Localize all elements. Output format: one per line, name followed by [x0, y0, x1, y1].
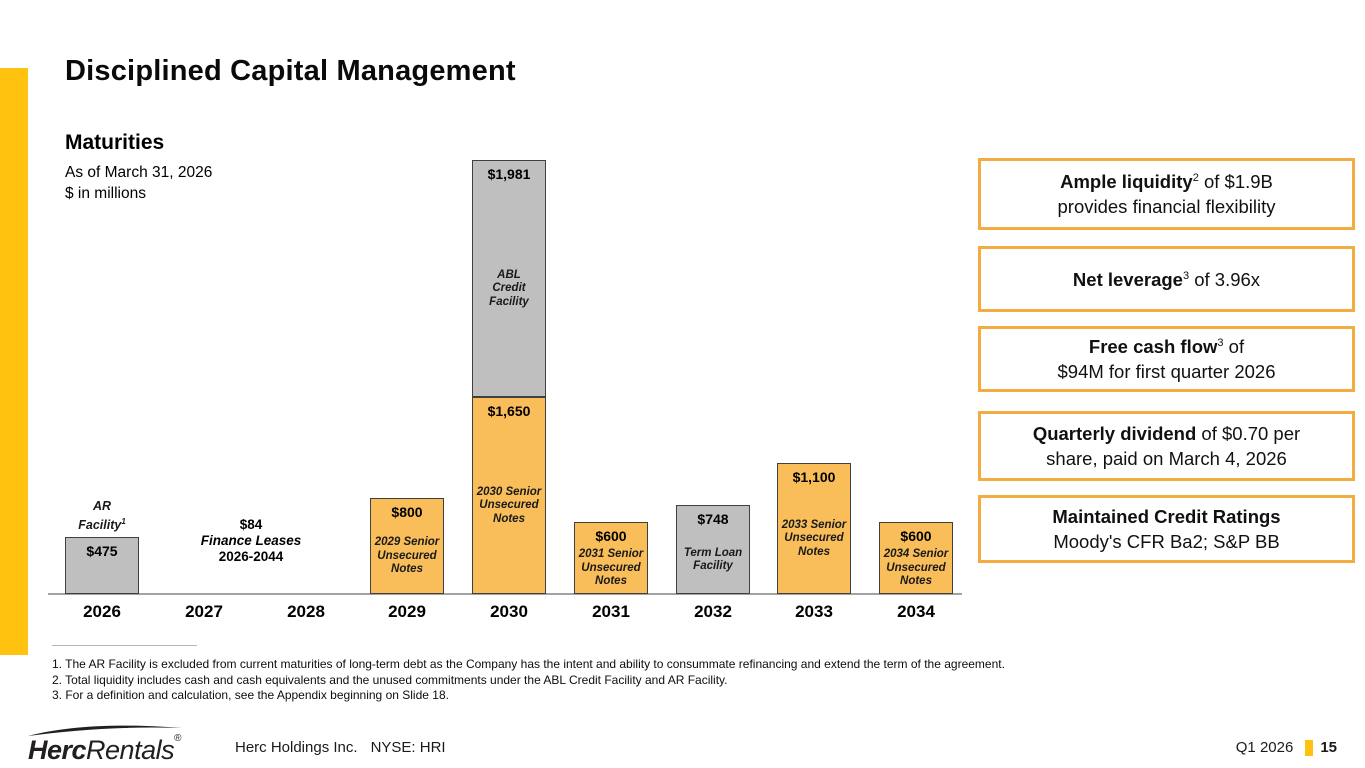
bar-value-label: $748: [697, 511, 729, 527]
callout-quarterly-dividend: Quarterly dividend of $0.70 per share, p…: [978, 411, 1355, 481]
page-marker-icon: [1305, 739, 1314, 756]
x-tick-2032: 2032: [694, 602, 732, 621]
bar-above-label-2026: AR Facility1: [78, 499, 126, 533]
x-axis-line: [48, 593, 962, 595]
logo-wordmark: HercRentals®: [28, 733, 181, 765]
bar-segment-label: 2034 Senior Unsecured Notes: [883, 548, 949, 588]
bar-segment-label: 2031 Senior Unsecured Notes: [578, 548, 644, 588]
callout-line-1: Free cash flow3 of: [1088, 336, 1245, 357]
footnote-2: 2. Total liquidity includes cash and cas…: [52, 672, 728, 687]
annotation-line: Finance Leases: [200, 533, 302, 548]
x-tick-2027: 2027: [185, 602, 223, 621]
bar-segment-2032-gray: $748 Term Loan Facility: [676, 505, 750, 594]
bar-value-label: $600: [595, 528, 627, 544]
bar-value-label: $1,650: [487, 403, 531, 419]
left-accent-bar: [0, 68, 28, 655]
annotation-line: $84: [239, 517, 263, 532]
x-tick-2034: 2034: [897, 602, 935, 621]
bar-value-label: $475: [86, 543, 118, 559]
chart-title: Maturities: [65, 131, 165, 154]
callout-line-2: Moody's CFR Ba2; S&P BB: [1053, 531, 1280, 552]
bar-segment-2033-amber: $1,100 2033 Senior Unsecured Notes: [777, 463, 851, 594]
chart-as-of-date: As of March 31, 2026: [65, 164, 213, 181]
bar-segment-2031-amber: $600 2031 Senior Unsecured Notes: [574, 522, 648, 594]
bar-segment-2030-gray: $1,981 ABL Credit Facility: [472, 160, 546, 397]
callout-line-1: Net leverage3 of 3.96x: [1072, 268, 1261, 290]
callout-line-1: Quarterly dividend of $0.70 per: [1032, 423, 1301, 444]
x-tick-2031: 2031: [592, 602, 630, 621]
footnote-1: 1. The AR Facility is excluded from curr…: [52, 657, 1005, 671]
x-tick-2026: 2026: [83, 602, 121, 621]
bar-value-label: $1,100: [792, 469, 836, 485]
bar-segment-label: Term Loan Facility: [683, 546, 743, 573]
callout-line-1: Ample liquidity2 of $1.9B: [1060, 171, 1273, 192]
callout-free-cash-flow: Free cash flow3 of $94M for first quarte…: [978, 326, 1355, 392]
page-number: 15: [1320, 739, 1337, 756]
bar-segment-2029-amber: $800 2029 Senior Unsecured Notes: [370, 498, 444, 594]
callout-line-2: $94M for first quarter 2026: [1057, 361, 1276, 382]
callout-line-2: share, paid on March 4, 2026: [1046, 448, 1287, 469]
bar-segment-2034-amber: $600 2034 Senior Unsecured Notes: [879, 522, 953, 594]
logo-swoosh-icon: [28, 725, 182, 736]
bar-segment-label: ABL Credit Facility: [489, 268, 529, 308]
callout-line-1: Maintained Credit Ratings: [1052, 506, 1281, 527]
company-name: Herc Holdings Inc.: [235, 739, 358, 756]
herc-rentals-logo: HercRentals®: [26, 724, 196, 766]
chart-units-label: $ in millions: [65, 185, 146, 202]
page-title: Disciplined Capital Management: [65, 55, 516, 87]
chart-header: Maturities As of March 31, 2026 $ in mil…: [65, 131, 212, 204]
footer-company-line: Herc Holdings Inc. NYSE: HRI: [235, 739, 446, 756]
x-tick-2029: 2029: [388, 602, 426, 621]
x-tick-2030: 2030: [490, 602, 528, 621]
bar-segment-2030-amber: $1,650 2030 Senior Unsecured Notes: [472, 397, 546, 594]
registered-mark: ®: [174, 733, 181, 744]
bar-value-label: $800: [391, 504, 423, 520]
bar-segment-label: 2029 Senior Unsecured Notes: [374, 536, 440, 576]
footnote-separator-line: [52, 645, 197, 646]
callout-net-leverage: Net leverage3 of 3.96x: [978, 246, 1355, 312]
footnote-3: 3. For a definition and calculation, see…: [52, 688, 449, 702]
footnotes: 1. The AR Facility is excluded from curr…: [52, 657, 1152, 704]
bar-value-label: $1,981: [487, 166, 531, 182]
callout-ample-liquidity: Ample liquidity2 of $1.9B provides finan…: [978, 158, 1355, 230]
bar-value-label: $600: [900, 528, 932, 544]
x-tick-2033: 2033: [795, 602, 833, 621]
callout-line-2: provides financial flexibility: [1057, 196, 1276, 217]
finance-leases-annotation: $84 Finance Leases 2026-2044: [161, 517, 341, 565]
footer-right: Q1 2026 15: [1236, 739, 1337, 756]
x-tick-2028: 2028: [287, 602, 325, 621]
period-label: Q1 2026: [1235, 739, 1294, 756]
bar-segment-label: 2030 Senior Unsecured Notes: [476, 485, 542, 525]
bar-segment-label: 2033 Senior Unsecured Notes: [781, 518, 847, 558]
callout-credit-ratings: Maintained Credit Ratings Moody's CFR Ba…: [978, 495, 1355, 563]
ticker-symbol: NYSE: HRI: [370, 739, 446, 756]
annotation-line: 2026-2044: [218, 549, 284, 564]
bar-segment-2026-gray: $475: [65, 537, 139, 594]
